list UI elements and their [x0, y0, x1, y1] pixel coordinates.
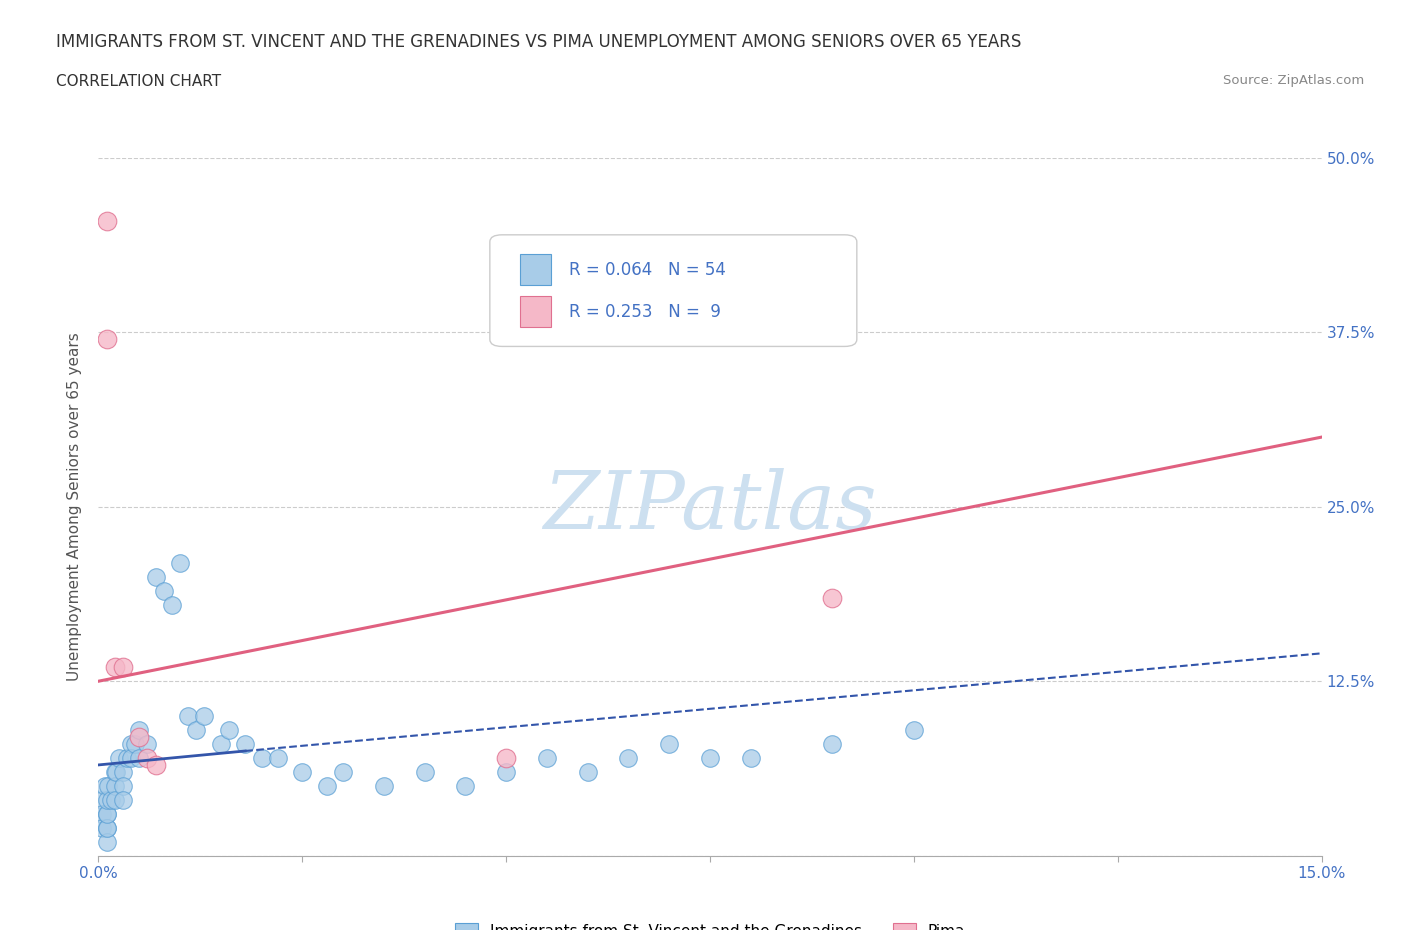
- Point: [97, 778, 120, 793]
- Point: [233, 737, 256, 751]
- Point: [96, 332, 118, 347]
- FancyBboxPatch shape: [489, 235, 856, 347]
- Point: [111, 660, 134, 675]
- Point: [128, 751, 150, 765]
- Point: [104, 660, 127, 675]
- Point: [120, 737, 142, 751]
- Text: CORRELATION CHART: CORRELATION CHART: [56, 74, 221, 89]
- Point: [209, 737, 232, 751]
- Point: [136, 751, 159, 765]
- Point: [100, 792, 122, 807]
- Point: [291, 764, 314, 779]
- Point: [454, 778, 477, 793]
- Point: [111, 764, 134, 779]
- Point: [821, 591, 844, 605]
- Point: [267, 751, 290, 765]
- Point: [169, 555, 191, 570]
- Point: [136, 737, 159, 751]
- Point: [145, 757, 167, 772]
- Point: [111, 778, 134, 793]
- Point: [152, 583, 174, 598]
- Point: [96, 214, 118, 229]
- Point: [903, 723, 925, 737]
- Point: [495, 751, 517, 765]
- Point: [105, 764, 128, 779]
- Text: R = 0.064   N = 54: R = 0.064 N = 54: [569, 260, 727, 279]
- Point: [373, 778, 395, 793]
- Point: [91, 806, 114, 821]
- Point: [96, 834, 118, 849]
- Point: [104, 792, 127, 807]
- Point: [576, 764, 599, 779]
- Point: [96, 792, 118, 807]
- Point: [96, 820, 118, 835]
- Legend: Immigrants from St. Vincent and the Grenadines, Pima: Immigrants from St. Vincent and the Gren…: [456, 923, 965, 930]
- Point: [124, 737, 146, 751]
- Point: [332, 764, 354, 779]
- Point: [250, 751, 273, 765]
- Point: [94, 778, 117, 793]
- Point: [91, 820, 114, 835]
- Point: [128, 729, 150, 744]
- Point: [218, 723, 240, 737]
- Point: [120, 751, 142, 765]
- Bar: [520, 254, 551, 286]
- Point: [108, 751, 131, 765]
- Point: [617, 751, 640, 765]
- Point: [115, 751, 138, 765]
- Point: [104, 764, 127, 779]
- Point: [96, 820, 118, 835]
- Point: [658, 737, 681, 751]
- Point: [495, 764, 517, 779]
- Bar: [520, 296, 551, 327]
- Y-axis label: Unemployment Among Seniors over 65 years: Unemployment Among Seniors over 65 years: [67, 333, 83, 681]
- Point: [740, 751, 762, 765]
- Point: [821, 737, 844, 751]
- Text: Source: ZipAtlas.com: Source: ZipAtlas.com: [1223, 74, 1364, 87]
- Point: [315, 778, 337, 793]
- Point: [96, 806, 118, 821]
- Point: [193, 709, 215, 724]
- Point: [177, 709, 200, 724]
- Point: [536, 751, 558, 765]
- Text: R = 0.253   N =  9: R = 0.253 N = 9: [569, 302, 721, 321]
- Point: [128, 723, 150, 737]
- Point: [186, 723, 208, 737]
- Point: [699, 751, 721, 765]
- Text: IMMIGRANTS FROM ST. VINCENT AND THE GRENADINES VS PIMA UNEMPLOYMENT AMONG SENIOR: IMMIGRANTS FROM ST. VINCENT AND THE GREN…: [56, 33, 1022, 50]
- Point: [160, 597, 183, 612]
- Point: [96, 806, 118, 821]
- Point: [91, 792, 114, 807]
- Point: [111, 792, 134, 807]
- Point: [145, 569, 167, 584]
- Text: ZIPatlas: ZIPatlas: [543, 468, 877, 546]
- Point: [104, 778, 127, 793]
- Point: [413, 764, 436, 779]
